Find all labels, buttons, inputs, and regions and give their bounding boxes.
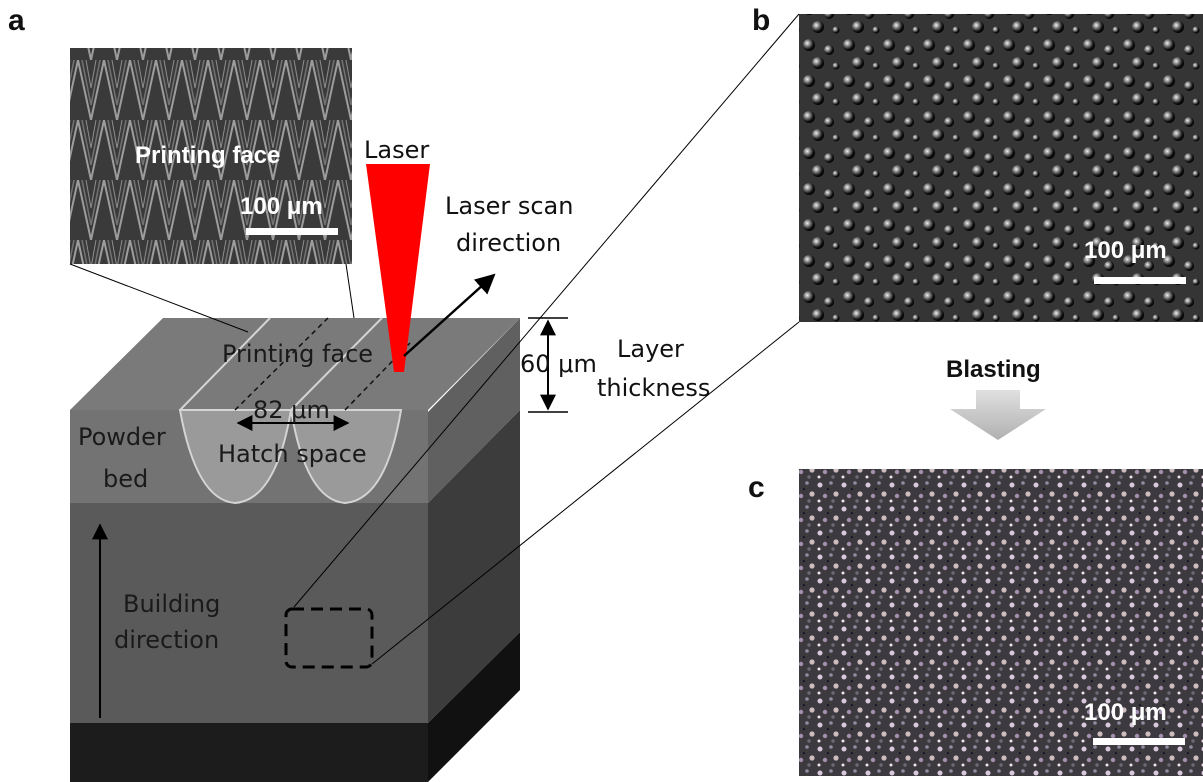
panel-label-c: c [748,471,765,504]
micrograph-c-scale-label: 100 μm [1084,699,1167,726]
zoom-line [371,321,800,665]
block-bottom-face [70,723,428,782]
layer-thickness-value: 60 μm [520,350,597,378]
melt-pool-left [178,409,293,505]
block-right-face [428,410,520,723]
inset-title: Printing face [135,142,280,169]
layer-thickness-line2: thickness [597,374,710,402]
printing-face-label: Printing face [222,340,373,368]
micrograph-c-scale-bar [1093,738,1185,745]
powder-bed-label-line1: Powder [78,423,166,451]
laser-scan-arrow [403,273,496,357]
scan-track-edge [179,317,271,411]
micrograph-b-scale-bar [1094,277,1186,284]
hatch-width-label: 82 μm [253,396,330,424]
laser-beam [366,164,430,372]
building-direction-line1: Building [123,590,220,618]
panel-label-a: a [8,4,25,37]
block-right-top-face [428,318,520,503]
powder-bed-label-line2: bed [103,465,148,493]
scan-track-center [344,342,411,411]
blasting-arrow-icon [950,390,1046,440]
scan-track-center [234,317,329,411]
scan-track-edge [290,317,383,411]
sample-region-box [284,607,374,669]
blasted-micrograph [799,469,1203,776]
hatch-space-label: Hatch space [218,440,367,468]
laser-scan-direction-line2: direction [456,229,561,257]
inset-scale-label: 100 μm [240,193,323,220]
micrograph-b-scale-label: 100 μm [1084,237,1167,264]
panel-label-b: b [752,4,770,37]
laser-scan-direction-line1: Laser scan [445,192,573,220]
layer-thickness-line1: Layer [617,335,684,363]
inset-leader-line [69,263,249,333]
laser-label: Laser [364,136,429,164]
as-printed-micrograph [799,14,1203,322]
building-direction-line2: direction [114,626,219,654]
inset-scale-bar [246,228,338,235]
block-right-bottom-face [428,632,520,782]
blasting-label: Blasting [946,356,1041,383]
inset-leader-line [345,263,355,319]
block-front-face [70,503,428,723]
zoom-line [293,13,800,608]
melt-pool-right [289,409,403,505]
